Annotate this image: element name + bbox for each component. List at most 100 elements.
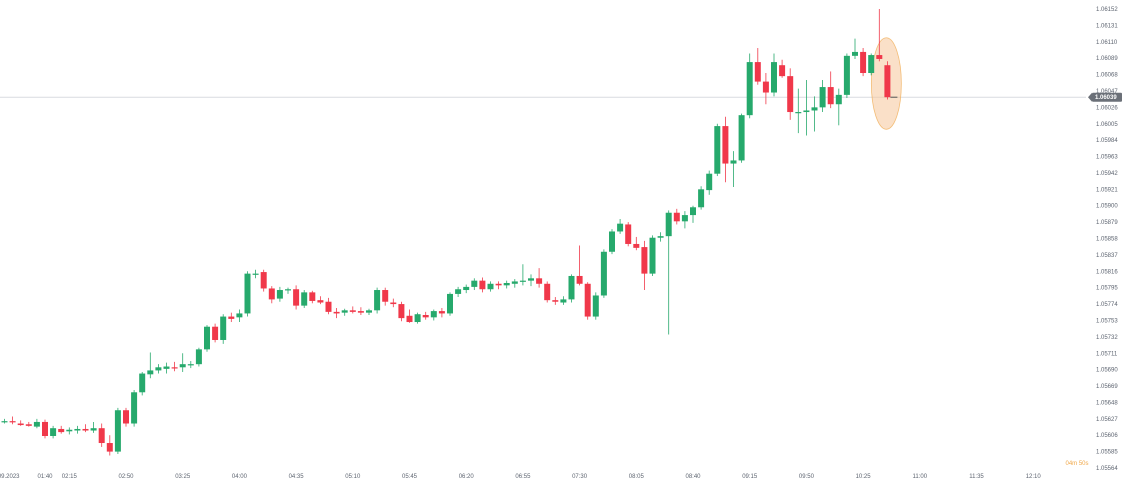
candle <box>471 278 478 291</box>
candle <box>244 271 251 317</box>
candle-body <box>212 326 219 340</box>
candle <box>366 308 372 315</box>
candle <box>268 286 275 304</box>
candle <box>212 323 219 343</box>
y-tick-label: 1.05585 <box>1096 450 1118 456</box>
candle-body <box>471 280 478 287</box>
candle-body <box>860 51 867 74</box>
x-tick-label: 09:15 <box>742 474 758 480</box>
candle <box>430 309 437 321</box>
candle <box>617 218 624 234</box>
candle <box>479 277 486 293</box>
candle <box>333 307 340 319</box>
candle <box>106 435 113 456</box>
candle <box>74 425 81 434</box>
x-tick-label: 07:30 <box>572 474 588 480</box>
y-tick-label: 1.05837 <box>1096 253 1118 259</box>
candle <box>325 297 332 315</box>
candle-body <box>147 370 154 375</box>
candle <box>560 296 567 305</box>
y-tick-label: 1.05690 <box>1096 368 1118 374</box>
y-tick-label: 1.06068 <box>1096 73 1118 79</box>
candle-body <box>244 273 251 314</box>
candle-body <box>317 300 324 303</box>
candle-body <box>179 364 186 368</box>
candle-body <box>706 173 713 191</box>
candle-body <box>220 316 227 340</box>
candle <box>738 113 745 163</box>
candle-body <box>349 310 356 312</box>
candle <box>584 282 591 320</box>
y-tick-label: 1.05795 <box>1096 286 1118 292</box>
candle <box>754 48 761 85</box>
candle <box>163 362 170 374</box>
candle-body <box>438 311 445 314</box>
candle <box>511 279 518 288</box>
candle-body <box>552 300 559 302</box>
candle-body <box>82 428 89 431</box>
candle <box>236 309 243 323</box>
candle-body <box>544 283 551 301</box>
x-tick-label: 08:40 <box>685 474 701 480</box>
candle <box>228 312 235 323</box>
candle-body <box>584 283 591 317</box>
candle <box>285 287 291 294</box>
y-tick-label: 1.05942 <box>1096 171 1118 177</box>
candle <box>220 314 227 344</box>
candle <box>422 311 429 320</box>
y-tick-label: 1.05774 <box>1096 302 1118 308</box>
candle <box>390 298 397 308</box>
candle <box>155 364 162 374</box>
candle-body <box>698 189 705 208</box>
candle <box>82 424 89 433</box>
y-tick-label: 1.06131 <box>1096 23 1118 29</box>
candle-body <box>528 278 534 281</box>
x-tick-label: 11:35 <box>969 474 984 480</box>
candle-body <box>560 299 567 303</box>
candle-body <box>576 275 583 284</box>
x-tick-label: 05:10 <box>345 474 361 480</box>
candle-body <box>681 215 688 222</box>
candle <box>746 53 753 119</box>
candle-body <box>414 314 421 323</box>
candle <box>771 53 777 97</box>
candle <box>811 96 818 132</box>
candle-body <box>42 421 48 436</box>
x-tick-label: 11:00 <box>913 474 928 480</box>
y-tick-label: 1.05648 <box>1096 400 1118 406</box>
candle-timer: 04m 50s <box>1065 461 1088 467</box>
candle-body <box>722 126 729 164</box>
y-tick-label: 1.06005 <box>1096 122 1118 128</box>
candle <box>33 418 40 429</box>
candle <box>147 352 154 379</box>
candle-body <box>268 288 275 300</box>
candle-body <box>1 421 8 423</box>
candle <box>374 287 381 314</box>
candle <box>50 425 57 439</box>
candle <box>1 418 8 424</box>
candle-body <box>787 76 794 113</box>
candle-body <box>463 286 470 291</box>
candle-body <box>293 289 300 306</box>
x-tick-label: 09:50 <box>799 474 815 480</box>
candle-body <box>617 223 624 232</box>
y-tick-label: 1.06110 <box>1096 40 1118 46</box>
y-tick-label: 1.05816 <box>1096 269 1118 275</box>
candle-body <box>649 237 656 274</box>
candle <box>438 307 445 318</box>
y-tick-label: 1.05627 <box>1096 417 1118 423</box>
x-tick-label: 04:00 <box>232 474 248 480</box>
candle <box>779 59 786 78</box>
candle-body <box>252 273 259 275</box>
y-tick-label: 1.05606 <box>1096 433 1118 439</box>
candle-body <box>690 207 696 216</box>
x-tick-label: 06:55 <box>515 474 531 480</box>
candle-body <box>357 311 364 313</box>
candle <box>349 306 356 314</box>
candle-body <box>131 392 138 424</box>
candle <box>58 425 65 434</box>
candle <box>301 290 308 308</box>
candle-body <box>374 290 381 311</box>
candle <box>803 80 810 136</box>
